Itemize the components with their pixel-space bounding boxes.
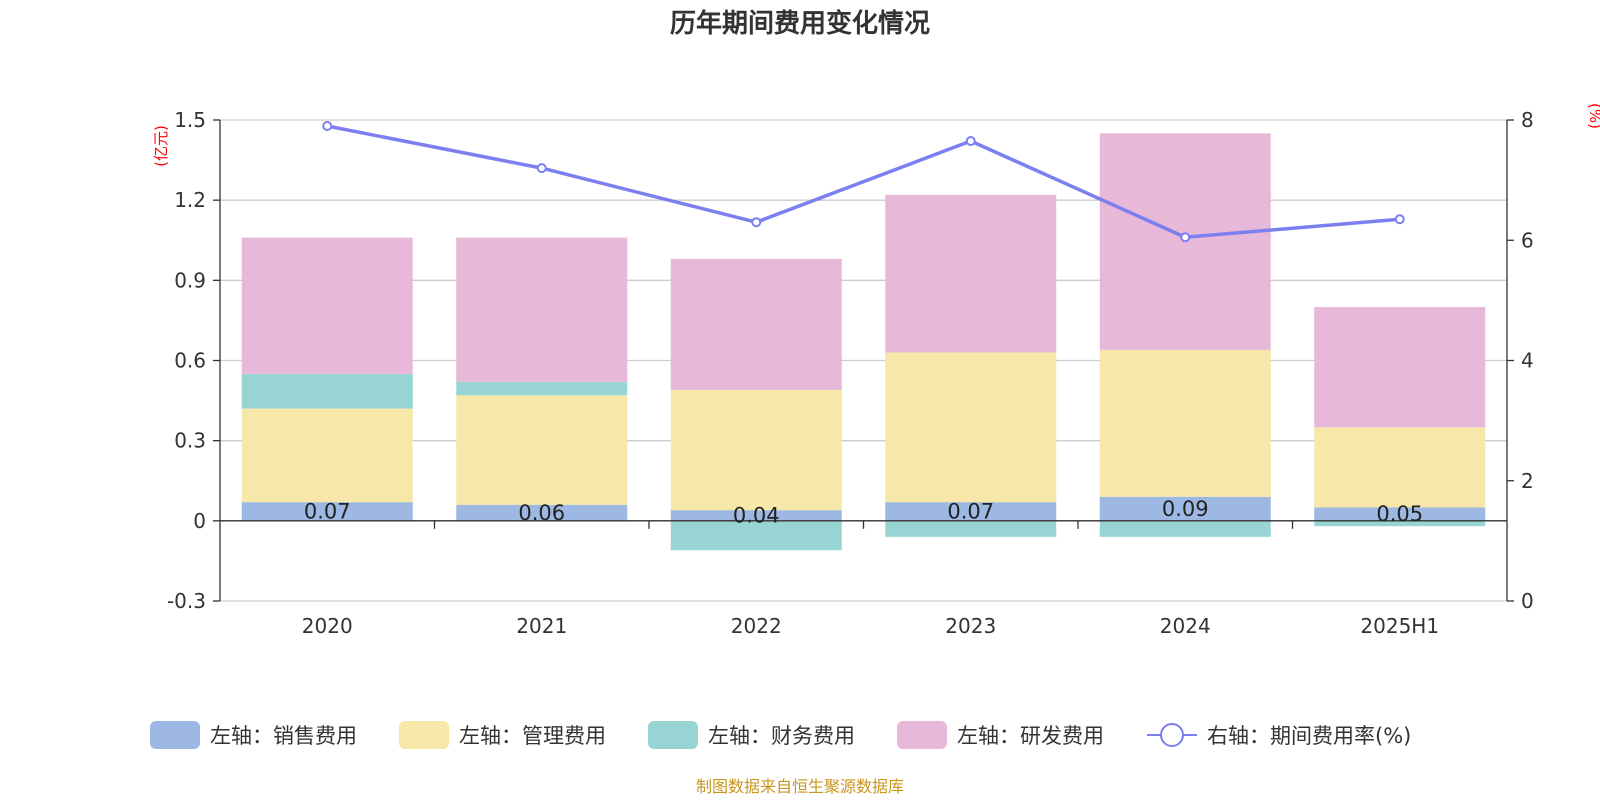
- chart-title: 历年期间费用变化情况: [670, 8, 930, 39]
- bar-segment: [670, 389, 842, 511]
- legend-line-marker: [1160, 723, 1184, 747]
- left-axis-tick-label: -0.3: [167, 589, 206, 613]
- legend-label: 左轴：销售费用: [210, 724, 357, 748]
- bar-segment: [456, 395, 628, 505]
- source-note: 制图数据来自恒生聚源数据库: [696, 777, 904, 796]
- bar-segment: [241, 408, 413, 503]
- data-label: 0.09: [1162, 497, 1209, 521]
- right-axis-tick-label: 2: [1521, 469, 1534, 493]
- legend-label: 左轴：财务费用: [708, 724, 855, 748]
- right-axis-tick-label: 6: [1521, 228, 1534, 252]
- grid-layer: [220, 119, 1507, 602]
- bar-segment: [241, 502, 413, 521]
- bar-segment: [456, 504, 628, 521]
- bar-segment: [885, 502, 1057, 521]
- data-label: 0.05: [1376, 502, 1423, 526]
- right-axis-tick-label: 8: [1521, 108, 1534, 132]
- bar-segment: [670, 258, 842, 390]
- line-point: [751, 217, 762, 228]
- x-axis-tick-label: 2020: [302, 614, 353, 638]
- bar-segment: [670, 520, 842, 551]
- x-axis-tick-label: 2022: [731, 614, 782, 638]
- axis-layer: -0.3 0 0.3 0.6 0.9 1.2 1.5 0 2 4 6 8 2020 2021 2022 202…: [167, 108, 1534, 638]
- label-layer: 0.07 0.06 0.04 0.07 0.09 0.05: [304, 497, 1423, 528]
- data-label: 0.07: [947, 499, 994, 523]
- bar-segment: [456, 237, 628, 382]
- bar-segment: [241, 237, 413, 374]
- bar-segment: [241, 373, 413, 409]
- left-axis-tick-label: 0.3: [174, 429, 206, 453]
- legend-label: 左轴：研发费用: [957, 724, 1104, 748]
- line-point: [1180, 232, 1191, 243]
- data-label: 0.07: [304, 499, 351, 523]
- x-axis-tick-label: 2023: [945, 614, 996, 638]
- left-axis-unit: (亿元): [152, 125, 170, 167]
- left-axis-tick-label: 0.6: [174, 349, 206, 373]
- legend-swatch: [399, 721, 449, 749]
- bar-segment: [885, 194, 1057, 353]
- legend-swatch: [648, 721, 698, 749]
- left-axis-tick-label: 0: [193, 509, 206, 533]
- bar-layer: [241, 133, 1486, 551]
- bar-segment: [1099, 496, 1271, 521]
- legend-label: 右轴：期间费用率(%): [1207, 724, 1411, 748]
- legend-swatch: [150, 721, 200, 749]
- bar-segment: [885, 352, 1057, 503]
- bar-segment: [670, 510, 842, 521]
- bar-segment: [1314, 307, 1486, 428]
- data-label: 0.04: [733, 503, 780, 527]
- line-layer: [322, 121, 1405, 243]
- legend: 左轴：销售费用 左轴：管理费用 左轴：财务费用 左轴：研发费用 右轴：期间费用率(%): [150, 721, 1411, 749]
- left-axis-tick-label: 1.5: [174, 108, 206, 132]
- x-axis-tick-label: 2021: [516, 614, 567, 638]
- rate-line: [326, 124, 1400, 240]
- right-axis-tick-label: 0: [1521, 589, 1534, 613]
- line-point: [965, 136, 976, 147]
- right-axis-tick-label: 4: [1521, 349, 1534, 373]
- x-axis-tick-label: 2025H1: [1360, 614, 1439, 638]
- data-label: 0.06: [518, 501, 565, 525]
- legend-swatch: [897, 721, 947, 749]
- line-point: [1394, 214, 1405, 225]
- left-axis-tick-label: 1.2: [174, 188, 206, 212]
- left-axis-tick-label: 0.9: [174, 268, 206, 292]
- bar-segment: [1314, 520, 1486, 527]
- bar-segment: [1099, 349, 1271, 497]
- bar-segment: [1314, 427, 1486, 508]
- bar-segment: [1099, 520, 1271, 537]
- line-point: [536, 163, 547, 174]
- bar-segment: [885, 520, 1057, 537]
- bar-segment: [1314, 507, 1486, 521]
- line-point: [322, 121, 333, 132]
- x-axis-tick-label: 2024: [1160, 614, 1211, 638]
- right-axis-unit: (%): [1586, 103, 1600, 129]
- legend-label: 左轴：管理费用: [459, 724, 606, 748]
- bar-segment: [456, 381, 628, 396]
